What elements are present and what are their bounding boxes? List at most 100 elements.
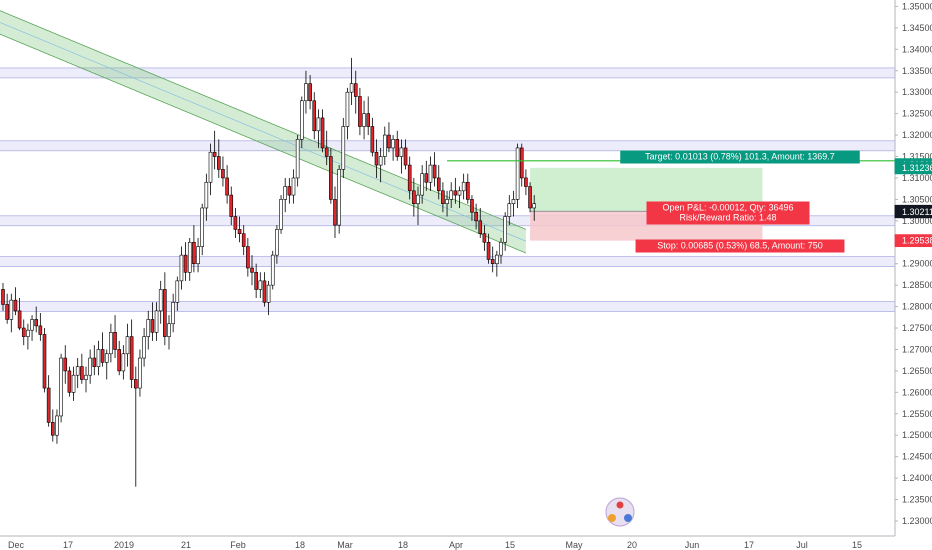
candle-body [482,233,487,243]
candle-92 [382,126,387,166]
candle-79 [329,147,333,204]
candle-body [138,357,142,389]
candle-body [532,203,537,209]
candle-98 [407,156,412,200]
candle-body [333,199,337,226]
candle-body [233,216,238,230]
channel-lower-line [0,33,527,254]
candle-91 [378,147,383,183]
time-tick-label-15: 15 [852,540,862,550]
candle-body [88,357,92,376]
candle-body [270,254,275,286]
candle-body [465,181,470,200]
candle-body [416,194,420,204]
candle-73 [304,70,308,114]
open-pnl-label-text-0: Open P&L: -0.00012, Qty: 36496 [662,203,793,213]
time-tick-label-11: 20 [627,540,637,550]
candle-body [80,366,84,380]
candle-body [254,271,258,290]
candle-body [287,186,292,196]
candle-body [316,117,321,132]
candlestick-series [1,57,537,487]
candle-106 [441,182,445,213]
candle-52 [217,139,221,178]
candle-body [163,289,167,337]
candle-body [457,190,462,196]
candle-90 [374,139,379,178]
candle-body [204,181,209,209]
candle-111 [461,173,466,200]
candle-101 [420,165,424,204]
price-tick-label-15: 1.27500 [902,323,932,333]
candle-62 [258,272,263,299]
candle-body [358,96,362,127]
candle-body [511,199,516,204]
band-0 [0,67,895,78]
candle-body [295,139,300,179]
band-3 [0,256,895,267]
candle-body [519,147,524,179]
candle-3 [13,287,18,316]
candle-body [75,366,80,376]
candle-122 [507,195,512,226]
candle-10 [42,328,47,393]
price-axis[interactable]: 1.35000 1.34500 1.34000 1.33500 1.33000 1.325… [894,0,932,536]
band-1 [0,140,895,151]
candle-body [192,241,196,265]
price-tick-label-24: 1.23000 [902,516,932,526]
candle-14 [59,353,63,423]
candle-body [1,289,5,305]
candle-56 [233,207,238,238]
candle-47 [196,237,200,273]
price-tick-label-22: 1.24000 [902,473,932,483]
price-tick-label-9: 1.30500 [902,194,932,204]
candle-117 [486,233,491,264]
candle-body [412,190,416,204]
candle-121 [503,212,507,251]
candle-body [299,100,304,140]
candle-112 [465,173,470,204]
candle-45 [187,237,192,281]
candle-110 [457,186,462,208]
candle-41 [171,293,175,333]
candle-body [84,374,88,380]
candle-body [13,299,18,312]
candle-body [217,156,221,170]
time-axis[interactable]: Dec 17 2019 21 Feb 18 Mar 18 Apr 15 May 20 Jun 17 Jul 1… [0,535,895,550]
candle-97 [403,139,408,170]
candle-body [453,190,458,196]
stop-label-bg [635,239,845,253]
time-tick-label-6: Mar [337,540,353,550]
candle-60 [250,255,254,286]
stop-label-text-0: Stop: 0.00685 (0.53%) 68.5, Amount: 750 [657,241,823,251]
candle-58 [241,225,246,256]
candle-body [71,374,76,393]
price-tick-label-20: 1.25000 [902,430,932,440]
candle-6 [26,323,30,350]
candle-116 [482,225,487,251]
time-tick-label-7: 18 [398,540,408,550]
candle-body [515,147,520,200]
candle-body [225,177,229,196]
candle-body [320,117,325,149]
candle-body [374,151,379,166]
candle-body [175,280,180,303]
candle-body [399,147,404,157]
candle-body [104,353,109,363]
candle-body [308,83,312,102]
candle-13 [55,409,59,444]
candle-body [17,310,22,329]
target-label: Target: 0.01013 (0.78%) 101.3, Amount: 1… [620,150,860,164]
candle-40 [167,315,171,350]
candle-body [291,177,296,196]
candle-120 [499,237,503,264]
candle-body [382,134,387,157]
price-tick-label-21: 1.24500 [902,452,932,462]
candle-55 [229,186,234,226]
candle-81 [337,165,341,234]
candle-128 [532,195,537,221]
candle-42 [175,276,180,311]
candle-body [229,194,234,217]
candle-body [353,83,358,97]
